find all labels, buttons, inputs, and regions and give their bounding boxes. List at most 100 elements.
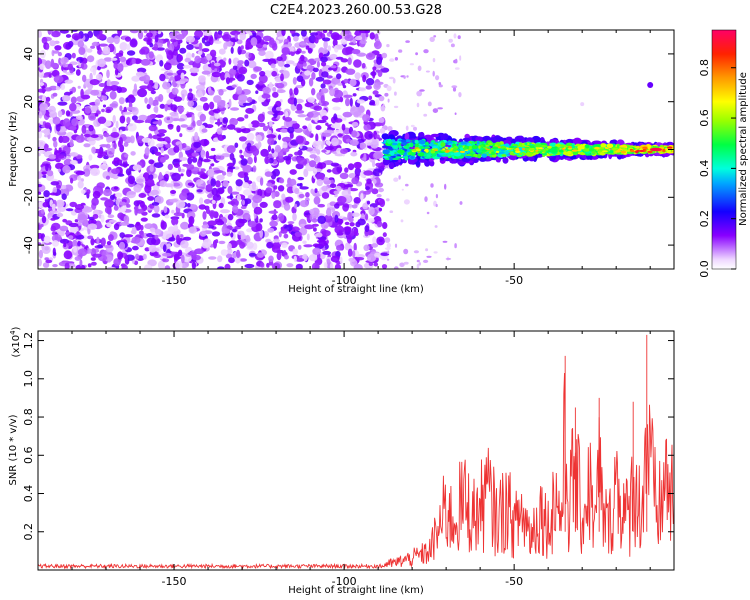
heatmap-noise-cell: [282, 141, 288, 149]
heatmap-noise-cell: [149, 165, 154, 172]
heatmap-noise-cell: [373, 179, 377, 184]
heatmap-noise-cell: [74, 256, 82, 261]
heatmap-noise-cell: [239, 31, 246, 41]
heatmap-noise-cell: [106, 222, 112, 228]
heatmap-signal-cell: [429, 160, 435, 167]
heatmap-noise-cell: [429, 36, 435, 43]
heatmap-noise-cell: [135, 71, 145, 77]
heatmap-noise-cell: [362, 74, 367, 83]
heatmap-noise-cell: [430, 183, 434, 188]
heatmap-noise-cell: [117, 212, 125, 219]
heatmap-noise-cell: [154, 234, 159, 240]
heatmap-noise-cell: [77, 85, 81, 89]
heatmap-noise-cell: [88, 124, 94, 132]
heatmap-noise-cell: [192, 120, 196, 127]
heatmap-noise-cell: [337, 133, 343, 137]
heatmap-noise-cell: [353, 242, 357, 252]
heatmap-noise-cell: [208, 155, 218, 160]
heatmap-signal-hotspot: [508, 147, 512, 150]
heatmap-noise-cell: [135, 253, 140, 260]
heatmap-noise-cell: [154, 81, 159, 90]
heatmap-noise-cell: [281, 30, 286, 37]
heatmap-noise-cell: [69, 152, 79, 157]
heatmap-noise-cell: [211, 231, 221, 237]
heatmap-noise-cell: [435, 75, 440, 81]
heatmap-noise-cell: [92, 253, 102, 258]
heatmap-noise-cell: [213, 170, 224, 174]
heatmap-noise-cell: [102, 104, 107, 108]
heatmap-noise-cell: [106, 79, 112, 88]
heatmap-noise-cell: [360, 213, 365, 220]
heatmap-noise-cell: [185, 35, 196, 43]
heatmap-noise-cell: [388, 76, 395, 80]
heatmap-signal-hotspot: [567, 146, 573, 149]
heatmap-noise-cell: [96, 110, 101, 115]
heatmap-noise-cell: [159, 103, 166, 109]
heatmap-noise-cell: [59, 30, 69, 34]
heatmap-noise-cell: [198, 75, 206, 83]
heatmap-noise-cell: [227, 201, 236, 205]
heatmap-noise-cell: [135, 221, 141, 226]
heatmap-noise-cell: [140, 224, 144, 231]
heatmap-noise-cell: [324, 145, 334, 151]
heatmap-noise-cell: [351, 121, 359, 127]
heatmap-noise-cell: [375, 162, 382, 167]
heatmap-signal-hotspot: [547, 145, 552, 149]
heatmap-noise-cell: [224, 263, 231, 269]
heatmap-noise-cell: [215, 220, 225, 226]
heatmap-noise-cell: [401, 188, 404, 191]
heatmap-signal-cell: [382, 155, 389, 159]
heatmap-noise-cell: [197, 171, 206, 176]
heatmap-noise-cell: [180, 221, 190, 230]
heatmap-noise-cell: [52, 247, 56, 256]
heatmap-noise-cell: [236, 194, 242, 202]
heatmap-noise-cell: [268, 120, 273, 127]
heatmap-noise-cell: [115, 120, 119, 129]
heatmap-noise-cell: [426, 211, 430, 215]
heatmap-noise-cell: [41, 171, 47, 175]
heatmap-noise-cell: [117, 251, 124, 260]
heatmap-noise-cell: [211, 71, 222, 78]
heatmap-noise-cell: [133, 184, 142, 193]
heatmap-noise-cell: [413, 250, 419, 254]
heatmap-noise-cell: [49, 40, 56, 47]
heatmap-noise-cell: [50, 181, 60, 186]
spectrogram-ylabel: Frequency (Hz): [8, 111, 19, 187]
heatmap-noise-cell: [100, 197, 108, 201]
heatmap-noise-cell: [91, 105, 98, 113]
heatmap-noise-cell: [75, 235, 85, 240]
heatmap-noise-cell: [343, 94, 353, 99]
heatmap-noise-cell: [277, 134, 282, 141]
heatmap-signal-cell: [391, 142, 398, 146]
heatmap-noise-cell: [167, 163, 173, 171]
heatmap-noise-cell: [55, 162, 64, 170]
heatmap-noise-cell: [60, 184, 67, 190]
heatmap-noise-cell: [341, 123, 346, 131]
heatmap-noise-cell: [162, 244, 167, 253]
heatmap-signal-cell: [390, 139, 396, 143]
heatmap-noise-cell: [271, 191, 276, 199]
heatmap-noise-cell: [357, 105, 365, 114]
heatmap-noise-cell: [120, 206, 127, 210]
heatmap-noise-cell: [236, 117, 245, 122]
heatmap-noise-cell: [158, 171, 163, 181]
snr-ytick-label: 0.8: [22, 408, 35, 426]
heatmap-noise-cell: [379, 198, 386, 208]
heatmap-noise-cell: [227, 124, 236, 130]
heatmap-noise-cell: [170, 38, 178, 43]
heatmap-noise-cell: [147, 196, 155, 201]
heatmap-noise-cell: [200, 149, 206, 159]
heatmap-noise-cell: [38, 242, 42, 246]
heatmap-noise-cell: [240, 158, 248, 166]
heatmap-noise-cell: [305, 192, 310, 198]
heatmap-noise-cell: [136, 67, 147, 74]
heatmap-noise-cell: [262, 125, 269, 132]
heatmap-noise-cell: [179, 143, 183, 152]
heatmap-noise-cell: [70, 160, 78, 165]
heatmap-noise-cell: [74, 219, 79, 223]
heatmap-noise-cell: [321, 230, 331, 237]
heatmap-noise-cell: [333, 113, 338, 121]
heatmap-noise-cell: [185, 261, 189, 267]
heatmap-noise-cell: [368, 261, 374, 266]
heatmap-noise-cell: [283, 233, 289, 239]
